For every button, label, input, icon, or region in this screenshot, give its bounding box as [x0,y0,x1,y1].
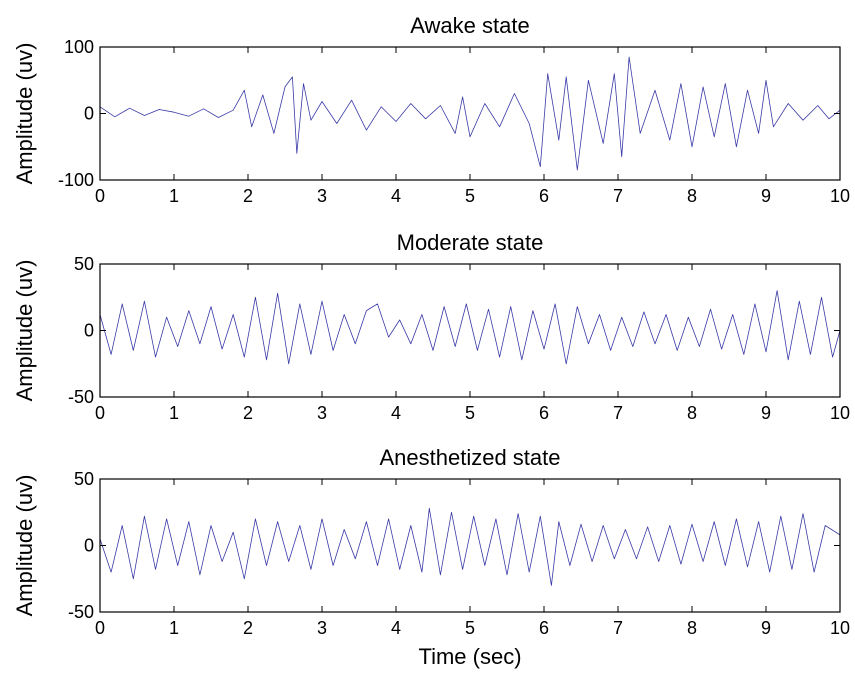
x-tick-label: 0 [95,618,105,638]
y-tick-label: -50 [68,602,94,622]
y-tick-label: 100 [64,37,94,57]
x-tick-label: 6 [539,618,549,638]
x-tick-label: 1 [169,186,179,206]
x-tick-label: 8 [687,618,697,638]
panel-anesthetized: Anesthetized state Amplitude (uv) 0 1 2 3 4 5 6 7… [12,445,850,669]
x-tick-label: 5 [465,403,475,423]
x-tick-label: 3 [317,186,327,206]
chart-title: Awake state [410,13,529,38]
y-tick-label: 0 [84,104,94,124]
x-tick-label: 9 [761,403,771,423]
x-tick-label: 5 [465,618,475,638]
x-tick-label: 4 [391,403,401,423]
x-axis-label: Time (sec) [418,644,521,669]
y-axis-label: Amplitude (uv) [12,475,37,617]
chart-title: Moderate state [397,230,544,255]
x-tick-label: 6 [539,186,549,206]
y-axis-label: Amplitude (uv) [12,260,37,402]
y-tick-label: 0 [84,321,94,341]
x-tick-label: 7 [613,403,623,423]
panel-awake: Awake state Amplitude (uv) 0 1 2 3 4 5 6 7 8 9 10 100… [12,13,850,206]
x-tick-label: 2 [243,618,253,638]
x-tick-label: 0 [95,186,105,206]
x-tick-label: 1 [169,403,179,423]
signal-trace [99,290,841,365]
y-tick-label: 0 [84,536,94,556]
x-tick-label: 2 [243,403,253,423]
x-tick-label: 2 [243,186,253,206]
x-tick-label: 0 [95,403,105,423]
plot-frame [99,263,841,398]
x-tick-label: 10 [830,186,850,206]
x-tick-label: 8 [687,403,697,423]
x-tick-label: 8 [687,186,697,206]
y-axis-label: Amplitude (uv) [12,43,37,185]
chart-title: Anesthetized state [379,445,560,470]
y-tick-label: -100 [58,170,94,190]
x-tick-label: 4 [391,618,401,638]
x-tick-label: 3 [317,403,327,423]
plot-frame [99,478,841,613]
x-tick-label: 4 [391,186,401,206]
x-tick-label: 5 [465,186,475,206]
x-tick-label: 1 [169,618,179,638]
x-tick-label: 7 [613,186,623,206]
x-tick-label: 7 [613,618,623,638]
y-tick-label: 50 [74,254,94,274]
x-tick-label: 10 [830,403,850,423]
y-tick-label: 50 [74,469,94,489]
x-tick-label: 9 [761,618,771,638]
signal-trace [99,507,841,586]
x-tick-label: 10 [830,618,850,638]
x-tick-label: 3 [317,618,327,638]
signal-trace [99,56,841,171]
x-tick-label: 6 [539,403,549,423]
x-tick-label: 9 [761,186,771,206]
panel-moderate: Moderate state Amplitude (uv) 0 1 2 3 4 5 6 7 8 9 10… [12,230,850,423]
y-tick-label: -50 [68,387,94,407]
